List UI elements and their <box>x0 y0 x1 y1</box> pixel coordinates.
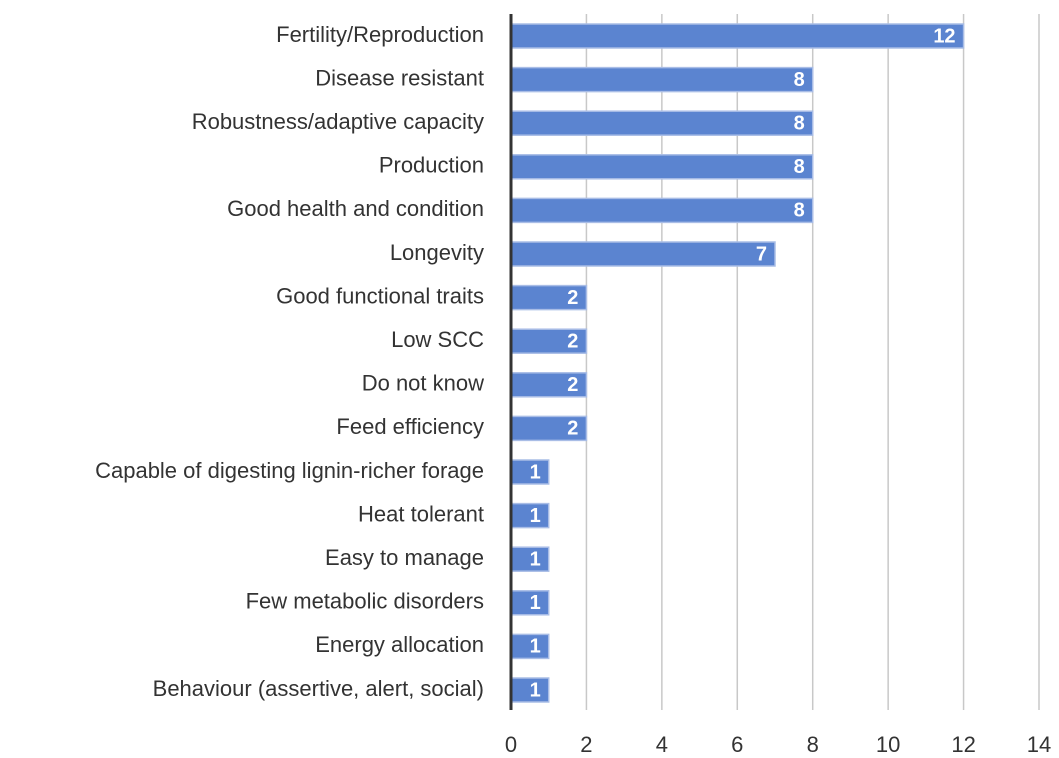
x-tick-label: 12 <box>951 732 975 757</box>
y-tick-label: Heat tolerant <box>358 501 484 526</box>
y-tick-label: Good functional traits <box>276 283 484 308</box>
x-tick-label: 10 <box>876 732 900 757</box>
bar <box>510 328 588 354</box>
value-label: 8 <box>794 69 805 91</box>
bar <box>510 66 814 93</box>
y-tick-label: Good health and condition <box>227 196 484 221</box>
bar <box>510 23 965 49</box>
y-tick-label: Easy to manage <box>325 545 484 570</box>
y-tick-label: Behaviour (assertive, alert, social) <box>153 676 484 701</box>
bar <box>510 110 814 136</box>
y-tick-label: Feed efficiency <box>336 414 484 439</box>
bar <box>510 502 550 529</box>
value-label: 1 <box>530 592 541 614</box>
value-label: 8 <box>794 112 805 134</box>
bar <box>510 459 550 485</box>
x-tick-label: 4 <box>656 732 668 757</box>
bar <box>510 197 814 224</box>
y-tick-label: Energy allocation <box>315 632 484 657</box>
value-label: 2 <box>567 418 578 440</box>
bar <box>510 372 588 398</box>
y-tick-label: Disease resistant <box>315 65 484 90</box>
x-tick-label: 6 <box>731 732 743 757</box>
x-tick-label: 14 <box>1027 732 1051 757</box>
value-label: 2 <box>567 287 578 309</box>
value-label: 12 <box>933 25 955 47</box>
y-tick-label: Production <box>379 153 484 178</box>
y-tick-label: Few metabolic disorders <box>246 589 484 614</box>
value-label: 2 <box>567 374 578 396</box>
value-label: 1 <box>530 548 541 570</box>
y-tick-label: Do not know <box>362 371 484 396</box>
y-tick-label: Capable of digesting lignin-richer forag… <box>95 458 484 483</box>
bar <box>510 415 588 442</box>
bar <box>510 241 776 267</box>
bar <box>510 590 550 616</box>
value-label: 7 <box>756 243 767 265</box>
value-label: 1 <box>530 636 541 658</box>
y-tick-label: Fertility/Reproduction <box>276 22 484 47</box>
bar <box>510 677 550 703</box>
value-label: 8 <box>794 156 805 178</box>
value-label: 8 <box>794 200 805 222</box>
y-tick-label: Low SCC <box>391 327 484 352</box>
x-tick-label: 2 <box>580 732 592 757</box>
y-tick-label: Longevity <box>390 240 484 265</box>
value-label: 1 <box>530 679 541 701</box>
x-tick-label: 0 <box>505 732 517 757</box>
value-label: 1 <box>530 505 541 527</box>
value-label: 1 <box>530 461 541 483</box>
bar <box>510 633 550 660</box>
y-tick-label: Robustness/adaptive capacity <box>192 109 484 134</box>
value-label: 2 <box>567 330 578 352</box>
bar <box>510 154 814 180</box>
x-tick-label: 8 <box>807 732 819 757</box>
